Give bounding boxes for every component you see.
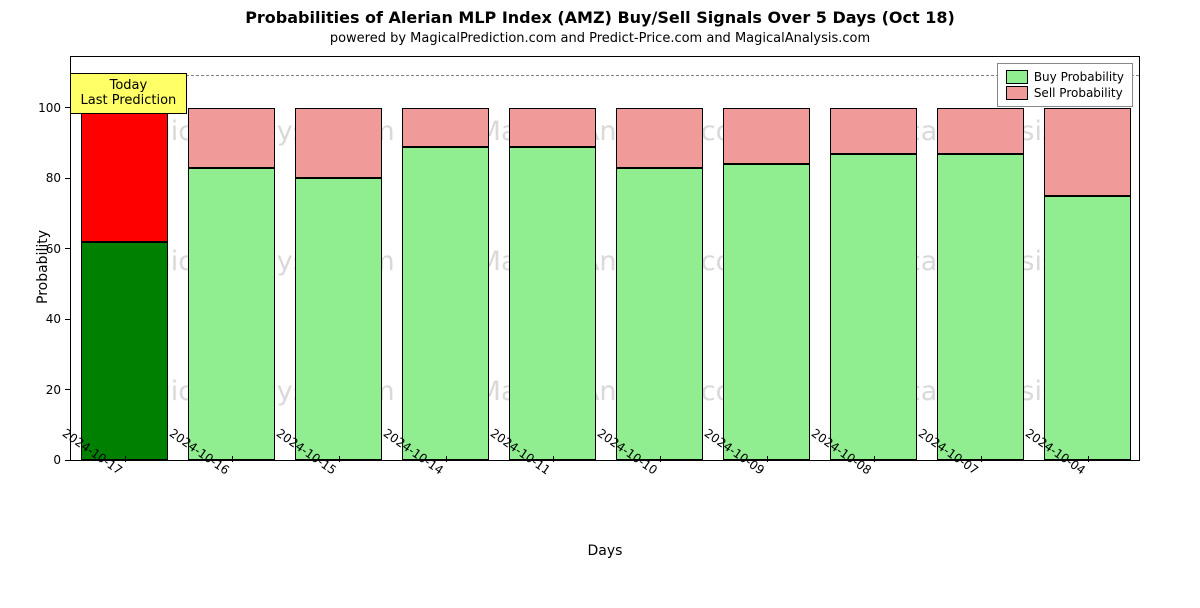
sell-bar: [1044, 108, 1132, 196]
buy-bar: [1044, 196, 1132, 460]
y-tick: 80: [23, 171, 67, 185]
y-tick-mark: [65, 389, 71, 390]
plot-container: MagicalAnalysis.comMagicalAnalysis.comMa…: [30, 56, 1170, 461]
buy-bar: [81, 242, 169, 460]
legend-item: Buy Probability: [1006, 70, 1124, 84]
legend: Buy Probability Sell Probability: [997, 63, 1133, 107]
sell-bar: [188, 108, 276, 168]
chart-subtitle: powered by MagicalPrediction.com and Pre…: [0, 31, 1200, 46]
legend-label: Sell Probability: [1034, 86, 1123, 100]
reference-line: [71, 75, 1139, 76]
x-tick-mark: [446, 456, 447, 462]
y-tick: 40: [23, 312, 67, 326]
y-tick-label: 40: [46, 312, 67, 326]
legend-item: Sell Probability: [1006, 86, 1124, 100]
sell-bar: [295, 108, 383, 178]
buy-bar: [188, 168, 276, 460]
y-tick-label: 20: [46, 383, 67, 397]
x-tick-mark: [232, 456, 233, 462]
y-tick-mark: [65, 107, 71, 108]
sell-bar: [616, 108, 704, 168]
x-tick-mark: [981, 456, 982, 462]
buy-bar: [402, 147, 490, 460]
sell-bar: [81, 108, 169, 242]
buy-bar: [616, 168, 704, 460]
y-tick-label: 80: [46, 171, 67, 185]
x-tick-mark: [660, 456, 661, 462]
y-tick: 20: [23, 383, 67, 397]
x-tick-mark: [125, 456, 126, 462]
legend-swatch: [1006, 70, 1028, 84]
legend-label: Buy Probability: [1034, 70, 1124, 84]
y-tick-label: 100: [38, 101, 67, 115]
y-tick-mark: [65, 319, 71, 320]
legend-swatch: [1006, 86, 1028, 100]
buy-bar: [295, 178, 383, 460]
chart-title: Probabilities of Alerian MLP Index (AMZ)…: [0, 8, 1200, 27]
x-tick-mark: [339, 456, 340, 462]
y-tick: 100: [23, 101, 67, 115]
buy-bar: [509, 147, 597, 460]
buy-bar: [830, 154, 918, 460]
y-axis-label: Probability: [35, 229, 51, 303]
sell-bar: [402, 108, 490, 147]
y-tick-mark: [65, 248, 71, 249]
x-tick-mark: [553, 456, 554, 462]
buy-bar: [723, 164, 811, 460]
sell-bar: [937, 108, 1025, 154]
x-tick-mark: [874, 456, 875, 462]
sell-bar: [723, 108, 811, 164]
y-tick-mark: [65, 178, 71, 179]
plot-area: MagicalAnalysis.comMagicalAnalysis.comMa…: [70, 56, 1140, 461]
today-annotation: Today Last Prediction: [70, 73, 188, 114]
x-tick-mark: [1088, 456, 1089, 462]
x-tick-mark: [767, 456, 768, 462]
annotation-line1: Today: [81, 78, 177, 94]
y-tick: 0: [23, 453, 67, 467]
x-axis: 2024-10-172024-10-162024-10-152024-10-14…: [71, 460, 1139, 550]
x-axis-label: Days: [588, 543, 623, 559]
sell-bar: [509, 108, 597, 147]
sell-bar: [830, 108, 918, 154]
buy-bar: [937, 154, 1025, 460]
annotation-line2: Last Prediction: [81, 93, 177, 109]
